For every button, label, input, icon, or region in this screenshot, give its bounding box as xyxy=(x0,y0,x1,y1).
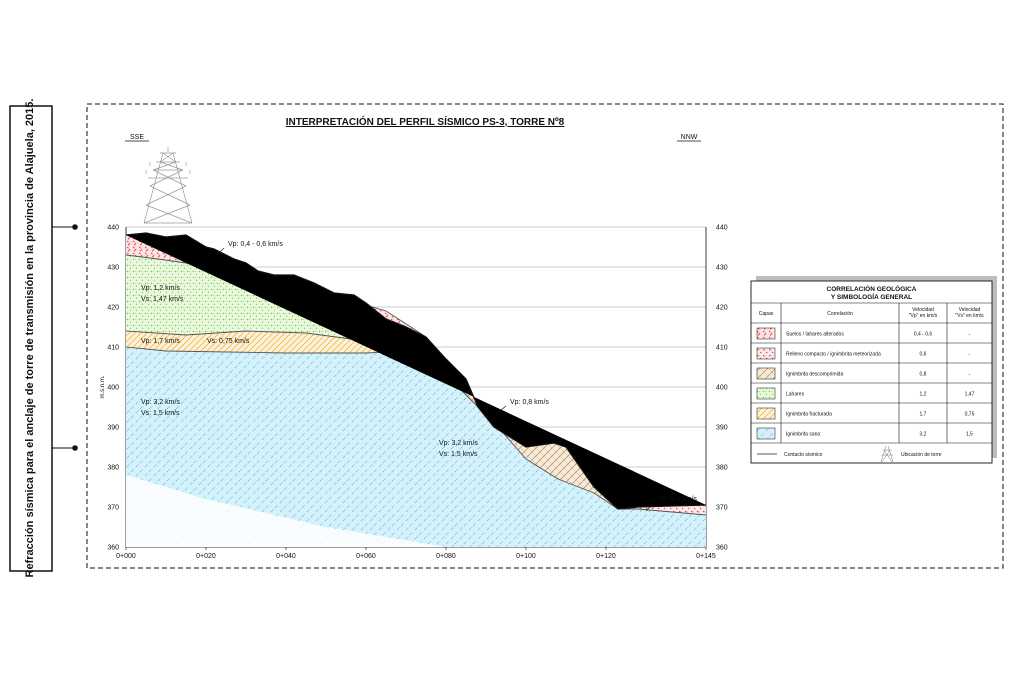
y-tick-label-left: 390 xyxy=(107,425,119,432)
x-tick-label: 0+060 xyxy=(356,553,376,560)
legend-vs: 0,75 xyxy=(965,412,975,418)
y-tick-label-right: 430 xyxy=(716,265,728,272)
legend-correlation: Ignimbrita fracturada xyxy=(786,412,832,418)
layer-ignimbrita-descomprimida xyxy=(426,337,618,509)
leader-line xyxy=(215,247,225,257)
label-sana-vs: Vs: 1,5 km/s xyxy=(141,410,180,417)
x-tick-label: 0+020 xyxy=(196,553,216,560)
legend-correlation: Relleno compacto / ignimbrita meteorizad… xyxy=(786,352,881,358)
leader-line xyxy=(495,405,507,415)
direction-right: NNW xyxy=(681,134,698,141)
label-relleno: Vp: 0,6 km/s xyxy=(658,496,697,503)
y-tick-label-right: 370 xyxy=(716,505,728,512)
y-tick-label-right: 390 xyxy=(716,425,728,432)
legend-header-correlacion: Correlación xyxy=(827,311,853,317)
legend-correlation: Suelos / lahares alterados xyxy=(786,332,844,338)
legend-tower-icon xyxy=(880,445,894,463)
legend-box xyxy=(750,280,993,464)
legend-correlation: Lahares xyxy=(786,392,805,398)
legend-swatch xyxy=(756,387,776,400)
x-tick-label: 0+145 xyxy=(696,553,716,560)
x-tick-label: 0+100 xyxy=(516,553,536,560)
y-tick-label-left: 400 xyxy=(107,385,119,392)
legend-title-2: Y SIMBOLOGÍA GENERAL xyxy=(831,292,912,301)
connector-leaders xyxy=(52,224,78,451)
label-lahares-vs: Vs: 1,47 km/s xyxy=(141,296,184,303)
y-tick-label-left: 370 xyxy=(107,505,119,512)
legend-vp: 0,6 xyxy=(920,352,927,358)
legend-vp: 3,2 xyxy=(920,432,927,438)
y-tick-label-right: 440 xyxy=(716,225,728,232)
legend-vs: - xyxy=(969,332,971,338)
legend-vs: - xyxy=(969,352,971,358)
drawing-frame xyxy=(86,103,1004,569)
y-tick-label-right: 400 xyxy=(716,385,728,392)
legend-grid xyxy=(751,302,992,444)
label-sana-vp-2: Vp: 3,2 km/s xyxy=(439,440,478,447)
y-tick-label-right: 360 xyxy=(716,545,728,552)
legend-header-vs: Velocidad "Vs" en km/s xyxy=(955,307,984,319)
legend-vp: 0,4 - 0,6 xyxy=(914,332,933,338)
legend-header-vp: Velocidad "Vp" en km/s xyxy=(909,307,938,319)
x-tick-label: 0+080 xyxy=(436,553,456,560)
label-fracturada-vp: Vp: 1,7 km/s xyxy=(141,338,180,345)
fade-mask xyxy=(126,475,446,547)
tower-lines xyxy=(880,445,894,463)
leader-line xyxy=(645,502,655,512)
page-title: INTERPRETACIÓN DEL PERFIL SÍSMICO PS-3, … xyxy=(286,115,565,128)
y-tick-label-left: 420 xyxy=(107,305,119,312)
legend-title-1: CORRELACIÓN GEOLÓGICA xyxy=(827,284,917,293)
label-sana-vp: Vp: 3,2 km/s xyxy=(141,399,180,406)
legend-swatch xyxy=(756,347,776,360)
label-leaders xyxy=(215,247,655,512)
legend-swatch xyxy=(756,367,776,380)
y-tick-label-left: 380 xyxy=(107,465,119,472)
y-axis-label: m.s.n.m. xyxy=(100,375,106,398)
y-tick-label-left: 440 xyxy=(107,225,119,232)
y-tick-label-right: 380 xyxy=(716,465,728,472)
y-tick-label-left: 410 xyxy=(107,345,119,352)
legend-vs: 1,5 xyxy=(966,432,973,438)
label-descomprimida: Vp: 0,8 km/s xyxy=(510,399,549,406)
y-tick-label-left: 430 xyxy=(107,265,119,272)
transmission-tower-icon xyxy=(143,147,193,224)
layer-ignimbrita-sana xyxy=(126,347,706,547)
legend-contact-label: Contacto sísmico xyxy=(784,452,823,458)
legend-vp: 1,7 xyxy=(920,412,927,418)
x-tick-label: 0+120 xyxy=(596,553,616,560)
label-fracturada-vs: Vs: 0,75 km/s xyxy=(207,338,250,345)
legend-tower-label: Ubicación de torre xyxy=(901,452,942,458)
legend-correlation: Ignimbrita descomprimida xyxy=(786,372,843,378)
legend-vp: 0,8 xyxy=(920,372,927,378)
side-title: Refracción sísmica para el anclaje de to… xyxy=(24,99,36,578)
legend-swatch xyxy=(756,327,776,340)
legend-swatch xyxy=(756,407,776,420)
ground-surface xyxy=(125,232,707,510)
y-tick-label-right: 420 xyxy=(716,305,728,312)
legend-vs: 1,47 xyxy=(965,392,975,398)
x-tick-label: 0+040 xyxy=(276,553,296,560)
legend-vs: - xyxy=(969,372,971,378)
legend-correlation: Ignimbrita sana xyxy=(786,432,820,438)
legend-swatch xyxy=(756,427,776,440)
y-tick-label-left: 360 xyxy=(107,545,119,552)
profile-plot: 360 360 370 370 380 380 390 390 400 400 410 410 420 4… xyxy=(100,225,728,561)
label-sana-vs-2: Vs: 1,5 km/s xyxy=(439,451,478,458)
side-title-box xyxy=(9,105,53,572)
label-suelos: Vp: 0,4 - 0,6 km/s xyxy=(228,241,283,248)
direction-left: SSE xyxy=(130,134,144,141)
layer-ignimbrita-fracturada xyxy=(126,331,426,353)
y-tick-label-right: 410 xyxy=(716,345,728,352)
label-lahares-vp: Vp: 1,2 km/s xyxy=(141,285,180,292)
legend-vp: 1,2 xyxy=(920,392,927,398)
legend-header-capas: Capas xyxy=(759,311,774,317)
x-tick-label: 0+000 xyxy=(116,553,136,560)
